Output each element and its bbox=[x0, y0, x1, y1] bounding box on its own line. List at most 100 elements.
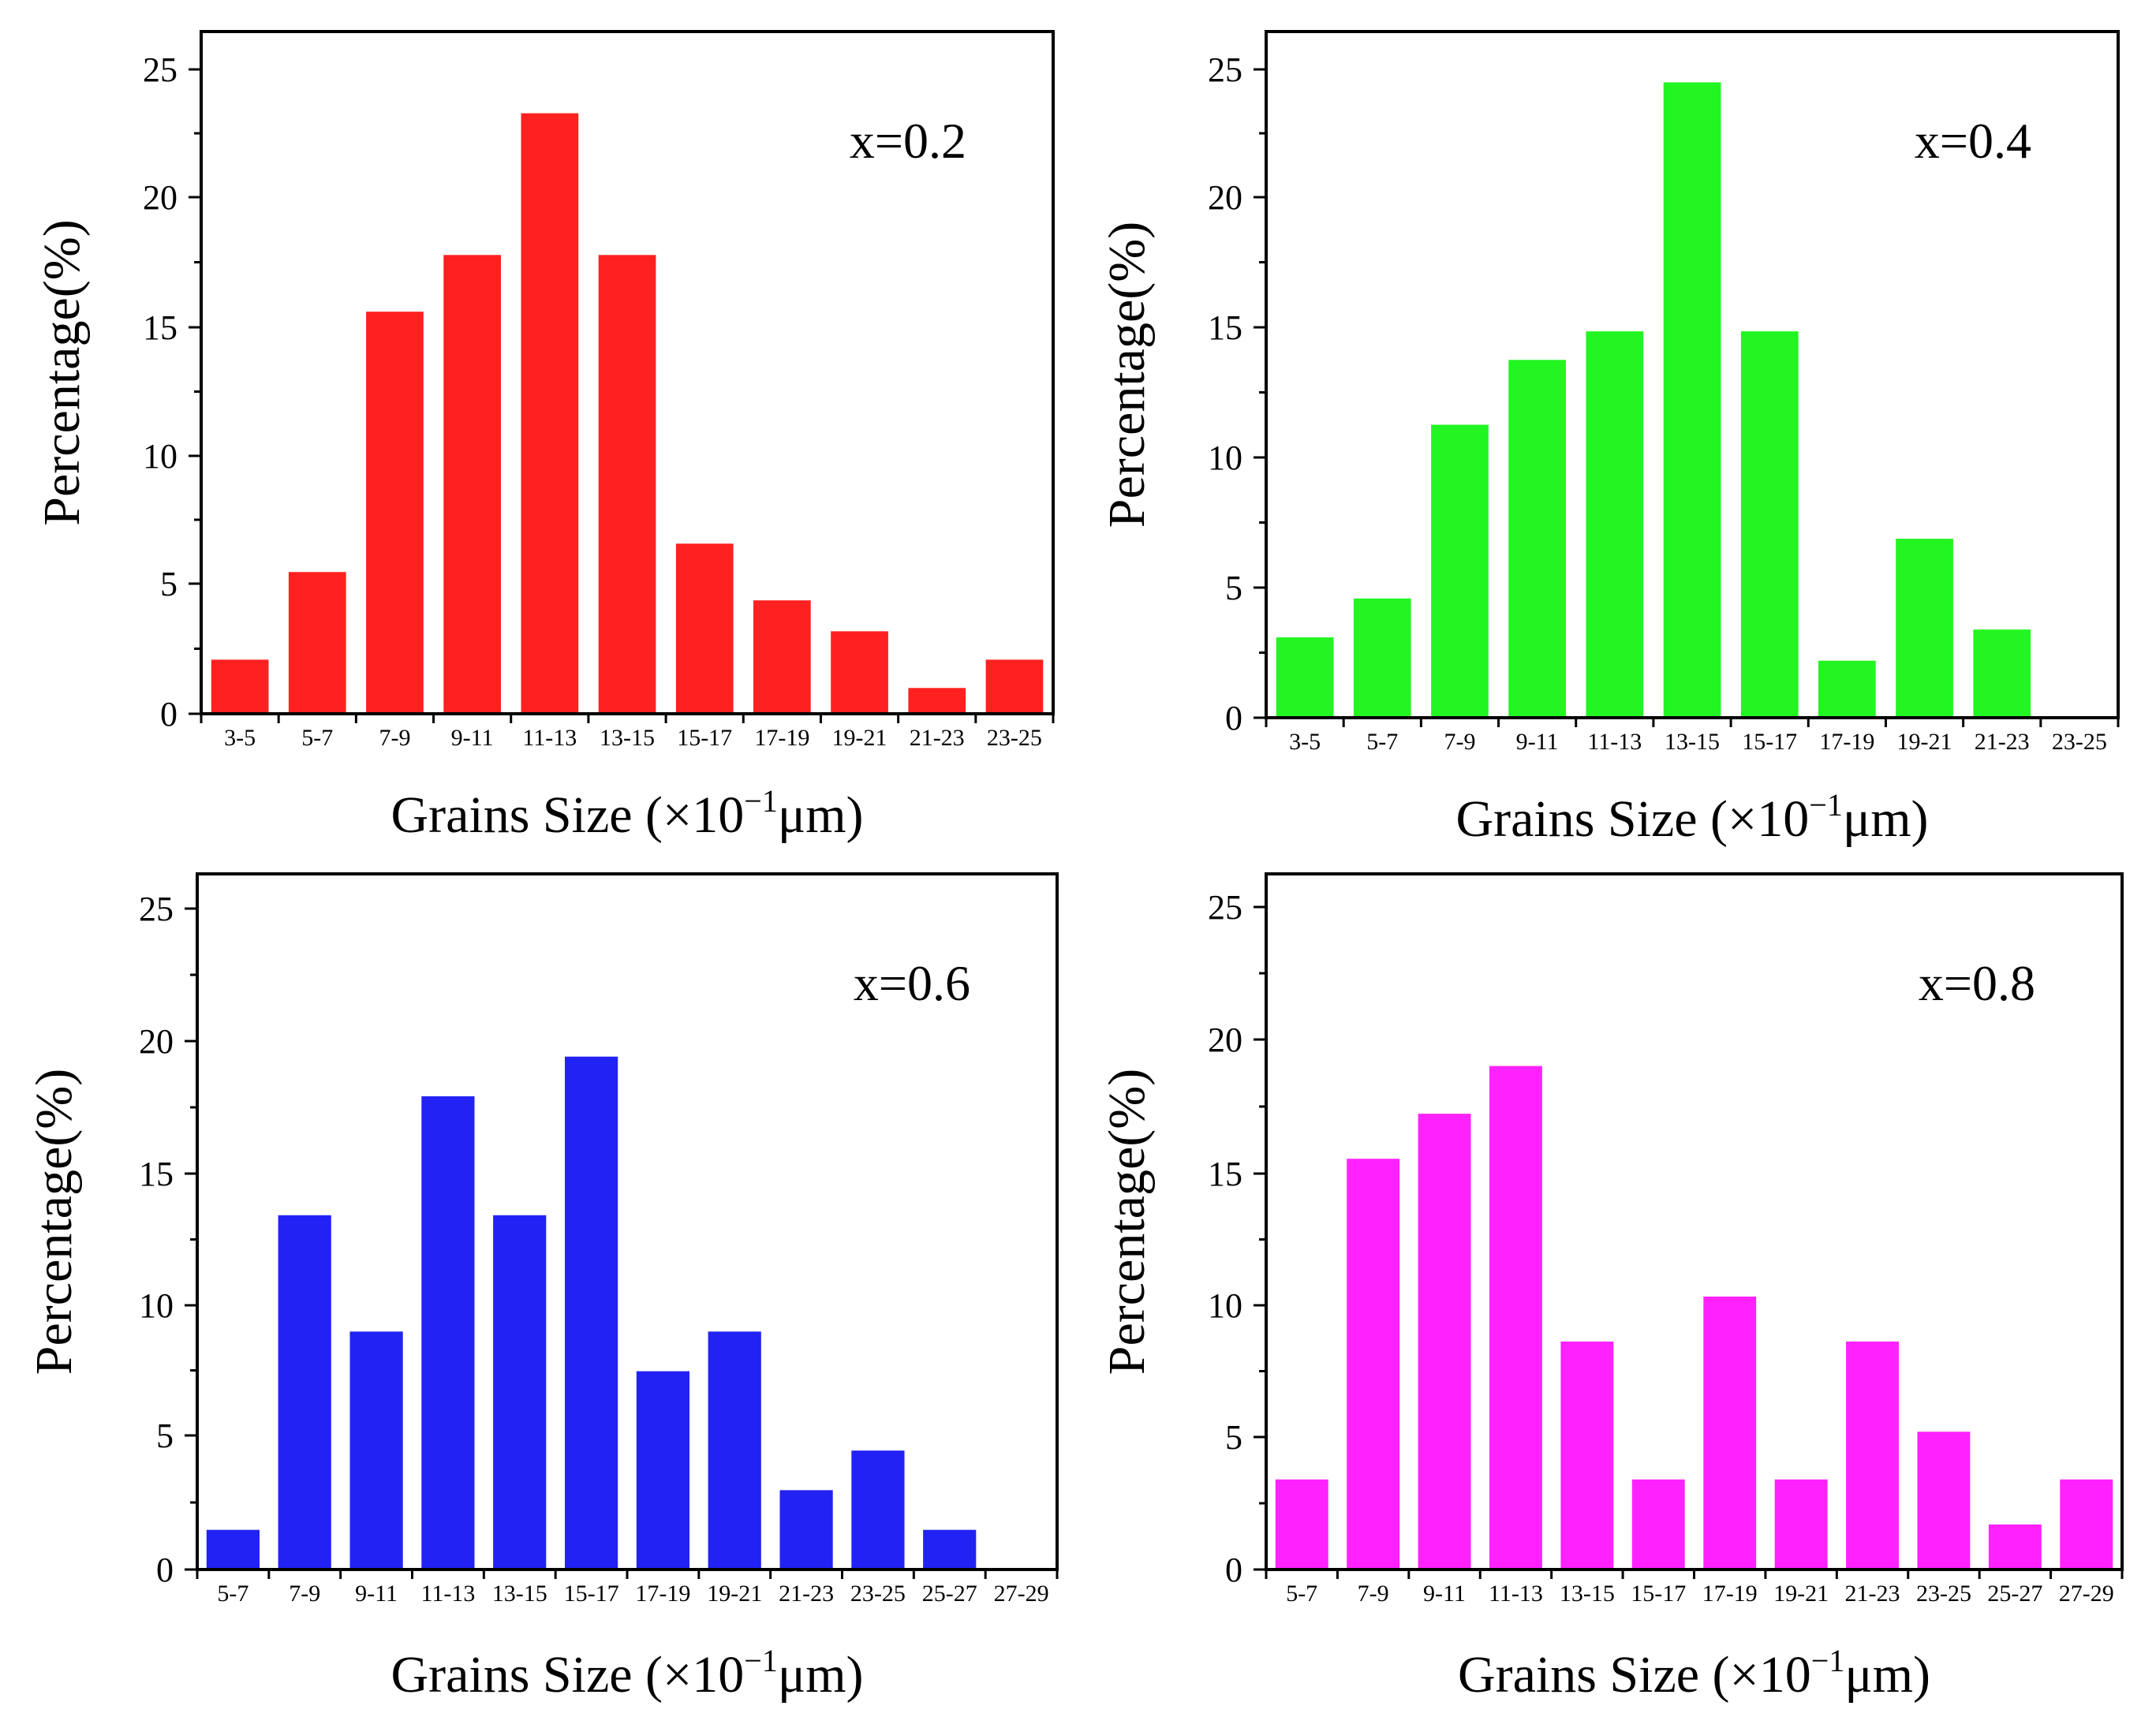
bar-7-9 bbox=[1431, 424, 1489, 718]
x-tick-label: 19-21 bbox=[1897, 729, 1952, 755]
x-tick-label: 21-23 bbox=[1975, 729, 2030, 755]
x-tick-label: 23-25 bbox=[2052, 729, 2107, 755]
bar-17-19 bbox=[753, 600, 811, 714]
x-tick-label: 5-7 bbox=[301, 725, 333, 751]
bar-3-5 bbox=[1276, 637, 1334, 718]
bar-9-11 bbox=[443, 255, 501, 714]
x-tick-label: 17-19 bbox=[1702, 1581, 1758, 1607]
bar-19-21 bbox=[1896, 539, 1953, 718]
plot-frame bbox=[1265, 30, 2120, 719]
y-tick-label: 0 bbox=[156, 1551, 174, 1589]
x-tick-label: 11-13 bbox=[420, 1581, 475, 1607]
y-tick-label: 5 bbox=[1225, 569, 1242, 607]
composition-annotation: x=0.8 bbox=[1919, 955, 2035, 1011]
bar-23-25 bbox=[985, 659, 1044, 714]
bar-19-21 bbox=[1774, 1479, 1828, 1570]
x-tick-label: 15-17 bbox=[1631, 1581, 1686, 1607]
y-axis-title: Percentage(%) bbox=[1098, 1069, 1156, 1375]
x-axis-title: Grains Size (×10−1μm) bbox=[390, 1643, 863, 1704]
bar-9-11 bbox=[349, 1331, 403, 1570]
y-tick-label: 10 bbox=[1208, 439, 1242, 477]
y-tick-label: 20 bbox=[1208, 1021, 1242, 1059]
x-tick-label: 13-15 bbox=[1665, 729, 1720, 755]
x-tick-label: 17-19 bbox=[1819, 729, 1874, 755]
y-tick-label: 25 bbox=[139, 890, 174, 928]
x-tick-label: 7-9 bbox=[289, 1581, 320, 1607]
x-tick-label: 21-23 bbox=[1845, 1581, 1900, 1607]
x-tick-label: 27-29 bbox=[994, 1581, 1049, 1607]
bar-5-7 bbox=[1275, 1479, 1328, 1570]
bar-11-13 bbox=[421, 1096, 475, 1570]
bar-11-13 bbox=[1586, 331, 1644, 718]
bar-15-17 bbox=[1740, 331, 1799, 718]
bar-5-7 bbox=[206, 1529, 260, 1570]
bar-3-5 bbox=[211, 659, 269, 714]
x-tick-label: 23-25 bbox=[987, 725, 1042, 751]
x-tick-label: 19-21 bbox=[1773, 1581, 1829, 1607]
x-tick-label: 9-11 bbox=[355, 1581, 398, 1607]
bar-9-11 bbox=[1508, 360, 1566, 718]
x-axis-title: Grains Size (×10−1μm) bbox=[1458, 1643, 1930, 1704]
x-tick-label: 5-7 bbox=[1286, 1581, 1317, 1607]
bar-7-9 bbox=[366, 312, 424, 714]
y-tick-label: 15 bbox=[143, 308, 177, 347]
bar-21-23 bbox=[1846, 1342, 1899, 1570]
bar-19-21 bbox=[708, 1331, 761, 1570]
y-tick-label: 20 bbox=[1208, 178, 1242, 217]
bar-21-23 bbox=[779, 1490, 833, 1570]
plot-frame bbox=[200, 30, 1055, 715]
bar-5-7 bbox=[288, 572, 346, 714]
bar-13-15 bbox=[493, 1215, 547, 1570]
bar-21-23 bbox=[908, 688, 966, 714]
bar-13-15 bbox=[1663, 82, 1721, 718]
x-tick-label: 15-17 bbox=[1742, 729, 1797, 755]
bar-17-19 bbox=[1703, 1296, 1757, 1570]
bar-21-23 bbox=[1973, 629, 2031, 718]
bar-25-27 bbox=[1988, 1524, 2042, 1570]
x-tick-label: 9-11 bbox=[451, 725, 494, 751]
bar-13-15 bbox=[598, 255, 656, 714]
y-tick-label: 25 bbox=[1208, 50, 1242, 89]
chart-panel-3: 0 5 10 15 20 25 5-7 7-9 9-11 11-13 13-15 15-17 17-19… bbox=[25, 872, 1059, 1704]
x-tick-label: 25-27 bbox=[1987, 1581, 2042, 1607]
x-tick-label: 9-11 bbox=[1423, 1581, 1466, 1607]
chart-panel-1: 0 5 10 15 20 25 3-5 5-7 7-9 9-11 11-13 13-15 15-17 17… bbox=[33, 30, 1055, 844]
x-tick-label: 5-7 bbox=[217, 1581, 248, 1607]
x-tick-label: 13-15 bbox=[600, 725, 655, 751]
composition-annotation: x=0.4 bbox=[1915, 113, 2031, 169]
composition-annotation: x=0.2 bbox=[850, 113, 966, 169]
y-tick-label: 10 bbox=[143, 437, 177, 476]
bar-19-21 bbox=[831, 631, 888, 714]
bar-17-19 bbox=[1818, 660, 1876, 718]
x-tick-label: 19-21 bbox=[707, 1581, 762, 1607]
x-axis-title: Grains Size (×10−1μm) bbox=[1455, 787, 1928, 848]
x-tick-label: 21-23 bbox=[779, 1581, 834, 1607]
x-tick-label: 11-13 bbox=[522, 725, 577, 751]
x-tick-label: 23-25 bbox=[850, 1581, 906, 1607]
y-tick-label: 20 bbox=[143, 178, 177, 217]
y-axis-title: Percentage(%) bbox=[1098, 222, 1156, 528]
x-tick-label: 3-5 bbox=[224, 725, 256, 751]
x-tick-label: 25-27 bbox=[922, 1581, 977, 1607]
x-tick-label: 9-11 bbox=[1516, 729, 1559, 755]
y-tick-label: 15 bbox=[139, 1155, 174, 1193]
x-tick-label: 7-9 bbox=[1444, 729, 1476, 755]
x-tick-label: 27-29 bbox=[2059, 1581, 2114, 1607]
chart-panel-2: 0 5 10 15 20 25 3-5 5-7 7-9 9-11 11-13 13-15 15-17 17… bbox=[1098, 30, 2120, 848]
x-tick-label: 5-7 bbox=[1366, 729, 1398, 755]
bar-23-25 bbox=[851, 1450, 905, 1570]
y-tick-label: 5 bbox=[156, 1417, 174, 1455]
y-tick-label: 0 bbox=[160, 695, 177, 733]
x-axis-title: Grains Size (×10−1μm) bbox=[390, 783, 863, 844]
x-tick-label: 17-19 bbox=[635, 1581, 690, 1607]
y-tick-label: 10 bbox=[139, 1286, 174, 1325]
y-tick-label: 0 bbox=[1225, 1551, 1242, 1589]
bar-11-13 bbox=[1489, 1066, 1542, 1570]
y-tick-label: 5 bbox=[160, 565, 177, 603]
x-tick-label: 3-5 bbox=[1289, 729, 1321, 755]
x-tick-label: 17-19 bbox=[754, 725, 809, 751]
bar-7-9 bbox=[278, 1215, 331, 1570]
x-tick-label: 15-17 bbox=[564, 1581, 619, 1607]
bar-11-13 bbox=[521, 113, 579, 715]
